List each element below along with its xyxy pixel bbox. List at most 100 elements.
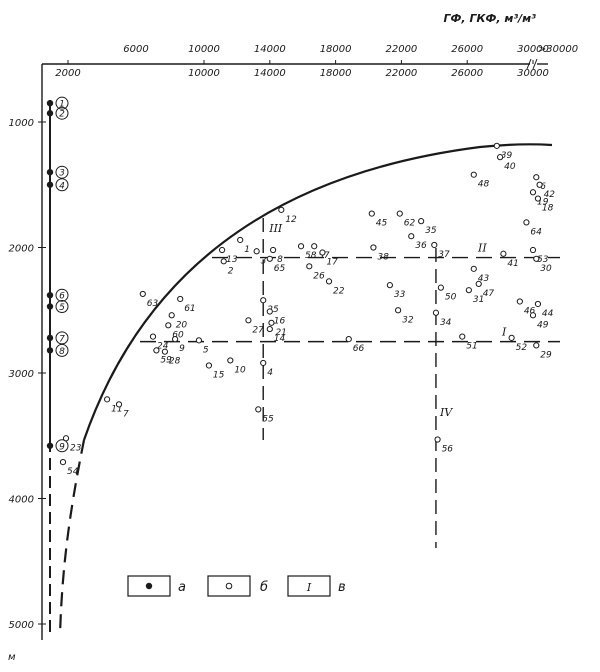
open-point-label: 36 bbox=[415, 241, 427, 251]
legend-box-a bbox=[127, 575, 171, 597]
open-point bbox=[253, 248, 260, 255]
x-tick-label-top: 30000 bbox=[517, 44, 549, 55]
open-point-label: 57 bbox=[318, 251, 330, 261]
open-point-label: 50 bbox=[445, 293, 457, 303]
open-point-label: 6 bbox=[540, 182, 546, 192]
open-point bbox=[218, 246, 226, 254]
point-label-ring bbox=[55, 178, 69, 192]
open-point bbox=[168, 312, 175, 319]
open-point bbox=[149, 333, 157, 340]
x-tick-label-bottom: 18000 bbox=[320, 68, 352, 79]
x-tick-label-top: 10000 bbox=[188, 44, 220, 55]
open-point-label: 23 bbox=[70, 443, 82, 453]
open-point bbox=[432, 309, 440, 316]
open-point-label: 42 bbox=[544, 190, 556, 200]
open-point-label: 66 bbox=[353, 344, 365, 354]
open-point-label: 28 bbox=[169, 357, 181, 367]
x-tick-label-bottom: 26000 bbox=[451, 68, 483, 79]
y-tick-label: 3000 bbox=[9, 369, 34, 380]
point-label-ring bbox=[55, 331, 69, 345]
open-point bbox=[368, 210, 375, 217]
open-point bbox=[62, 435, 70, 442]
open-point bbox=[459, 333, 466, 340]
open-point bbox=[431, 241, 438, 249]
open-point bbox=[255, 406, 262, 413]
legend-symbol-a bbox=[145, 582, 153, 590]
open-point-label: 22 bbox=[333, 286, 345, 296]
x-axis-title: ГФ, ГКФ, м³/м³ bbox=[444, 12, 537, 25]
open-point-label: 31 bbox=[473, 295, 484, 305]
open-point-label: 35 bbox=[425, 226, 437, 236]
filled-point-label: 4 bbox=[59, 181, 65, 191]
open-point bbox=[465, 287, 472, 294]
open-point-label: 14 bbox=[274, 334, 286, 344]
open-point bbox=[396, 210, 403, 217]
open-point bbox=[533, 255, 540, 262]
point-label-ring bbox=[55, 106, 69, 120]
open-point bbox=[395, 307, 402, 314]
open-point bbox=[325, 278, 333, 285]
open-point-label: 46 bbox=[524, 306, 536, 316]
open-point-label: 34 bbox=[440, 318, 452, 328]
y-tick-label: 4000 bbox=[9, 495, 34, 506]
open-point bbox=[172, 336, 179, 343]
filled-point bbox=[46, 181, 54, 188]
open-point bbox=[245, 317, 252, 324]
open-point-label: 39 bbox=[501, 151, 513, 161]
open-point bbox=[534, 300, 542, 308]
open-point bbox=[177, 295, 184, 303]
open-point-label: 8 bbox=[277, 255, 283, 265]
open-point-label: 58 bbox=[305, 251, 317, 261]
open-point-label: 40 bbox=[504, 162, 516, 172]
open-point bbox=[115, 401, 123, 408]
open-point-label: 2 bbox=[228, 266, 234, 276]
open-point-label: 47 bbox=[483, 289, 495, 299]
open-point bbox=[529, 312, 537, 319]
open-point-label: 24 bbox=[157, 342, 169, 352]
x-tick-label-top: 26000 bbox=[451, 44, 483, 55]
open-point bbox=[153, 347, 160, 354]
open-point bbox=[500, 250, 507, 257]
open-point-label: 45 bbox=[376, 219, 388, 229]
open-point bbox=[475, 280, 482, 287]
open-point bbox=[269, 246, 277, 254]
y-tick-label: 2000 bbox=[9, 244, 34, 255]
open-point bbox=[268, 319, 275, 326]
open-point bbox=[220, 258, 227, 265]
filled-point bbox=[46, 291, 54, 299]
open-point-label: 16 bbox=[274, 317, 286, 327]
open-point-label: 15 bbox=[213, 370, 225, 380]
legend-symbol-c: I bbox=[306, 581, 312, 594]
y-axis-unit: м bbox=[8, 652, 16, 663]
open-point-label: 18 bbox=[542, 204, 554, 214]
open-point-label: 17 bbox=[326, 258, 338, 268]
open-point bbox=[195, 337, 202, 344]
boundary-label-III: III bbox=[268, 222, 283, 235]
open-point bbox=[493, 142, 500, 149]
open-point bbox=[266, 308, 273, 315]
boundary-label-II: II bbox=[477, 242, 487, 255]
open-point bbox=[536, 181, 543, 188]
filled-point-label: 1 bbox=[59, 100, 65, 110]
open-point-label: 26 bbox=[313, 271, 325, 281]
x-tick-label-bottom: 22000 bbox=[385, 68, 417, 79]
y-tick-label: 5000 bbox=[9, 620, 34, 631]
open-point-label: 37 bbox=[438, 250, 450, 260]
point-label-ring bbox=[55, 96, 69, 110]
open-point bbox=[205, 362, 213, 369]
open-point bbox=[278, 206, 285, 213]
open-point bbox=[418, 218, 425, 225]
open-point-label: 61 bbox=[184, 304, 195, 314]
point-label-ring bbox=[55, 165, 69, 179]
legend-label-c: в bbox=[338, 580, 346, 595]
open-point-label: 19 bbox=[537, 197, 549, 207]
open-point-label: 65 bbox=[274, 264, 286, 274]
open-point bbox=[523, 219, 530, 226]
open-point bbox=[386, 282, 393, 289]
open-point-label: 41 bbox=[507, 259, 518, 269]
filled-point-label: 8 bbox=[59, 347, 65, 357]
